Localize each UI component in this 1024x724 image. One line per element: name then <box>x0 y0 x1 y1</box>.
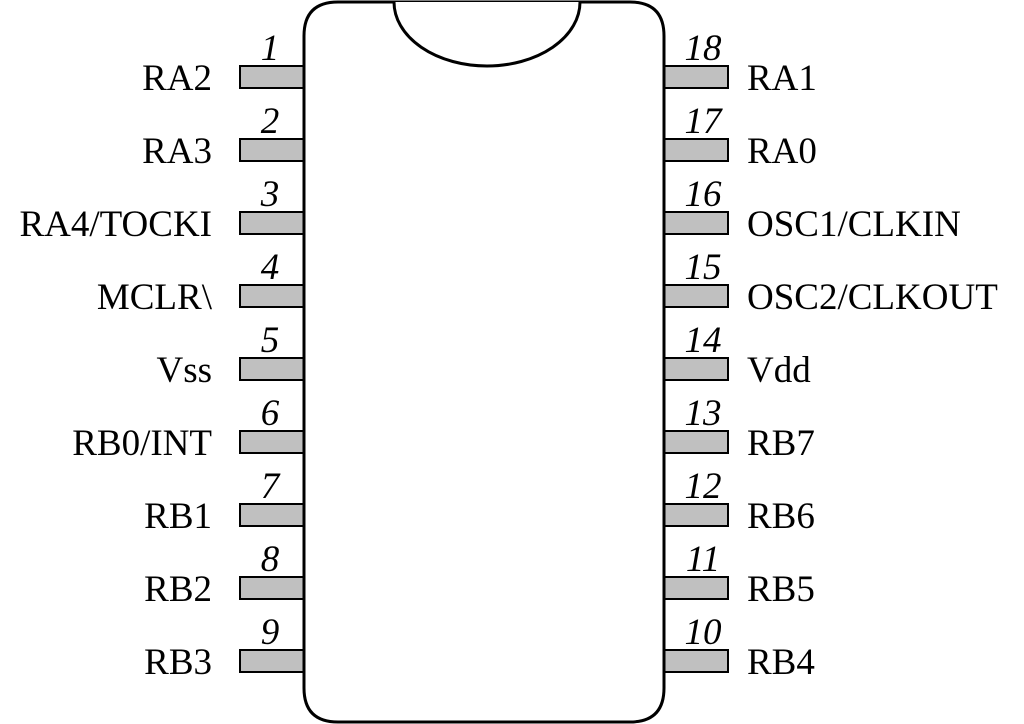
pin-lead <box>663 138 729 162</box>
pin-label: OSC1/CLKIN <box>747 204 961 245</box>
pin-16: 16 OSC1/CLKIN <box>663 174 961 245</box>
pin-number: 18 <box>685 28 723 69</box>
pin-number: 8 <box>261 539 280 580</box>
pin-lead <box>239 284 305 308</box>
pin-number: 7 <box>261 466 281 507</box>
pin-number: 10 <box>685 612 723 653</box>
pin-lead <box>239 503 305 527</box>
pin-4: 4 MCLR\ <box>97 247 305 318</box>
pin-number: 6 <box>261 393 280 434</box>
pin-label: RB4 <box>747 642 815 683</box>
pin-lead <box>663 649 729 673</box>
pin-label: RA4/TOCKI <box>19 204 212 245</box>
pin-number: 9 <box>261 612 280 653</box>
pin-10: 10 RB4 <box>663 612 815 683</box>
pin-label: RB0/INT <box>72 423 212 464</box>
pin-lead <box>239 649 305 673</box>
pin-lead <box>663 430 729 454</box>
pin-number: 13 <box>685 393 722 434</box>
pin-1: 1 RA2 <box>142 28 305 99</box>
pin-9: 9 RB3 <box>144 612 305 683</box>
pin-lead <box>239 430 305 454</box>
pin-lead <box>239 65 305 89</box>
right-pin-column: 18 RA1 17 RA0 16 OSC1/CLKIN 15 OSC2/CLKOUT 14 Vdd… <box>663 28 998 683</box>
pin-6: 6 RB0/INT <box>72 393 305 464</box>
pin-lead <box>239 357 305 381</box>
pin-12: 12 RB6 <box>663 466 815 537</box>
pin-lead <box>239 211 305 235</box>
pin-lead <box>663 503 729 527</box>
pin-lead <box>663 576 729 600</box>
pin-label: RB7 <box>747 423 815 464</box>
pin-8: 8 RB2 <box>144 539 305 610</box>
pin-15: 15 OSC2/CLKOUT <box>663 247 998 318</box>
pin-label: MCLR\ <box>97 277 213 318</box>
pin-label: Vss <box>156 350 212 391</box>
pin-lead <box>239 138 305 162</box>
chip-body <box>302 0 666 724</box>
pin-number: 14 <box>685 320 722 361</box>
pin-18: 18 RA1 <box>663 28 817 99</box>
pin-lead <box>239 576 305 600</box>
pin-number: 12 <box>685 466 722 507</box>
pin-label: RB3 <box>144 642 212 683</box>
pin-label: RB1 <box>144 496 212 537</box>
pin-3: 3 RA4/TOCKI <box>19 174 305 245</box>
pin-lead <box>663 65 729 89</box>
pin-label: RB6 <box>747 496 815 537</box>
pin-number: 3 <box>260 174 280 215</box>
pin-number: 1 <box>261 28 280 69</box>
pin-label: RB5 <box>747 569 815 610</box>
pin-number: 16 <box>685 174 723 215</box>
pin-17: 17 RA0 <box>663 101 817 172</box>
pin-2: 2 RA3 <box>142 101 305 172</box>
pin-14: 14 Vdd <box>663 320 811 391</box>
pin-label: Vdd <box>747 350 811 391</box>
pin-number: 4 <box>261 247 280 288</box>
pin-label: RA2 <box>142 58 212 99</box>
pin-lead <box>663 284 729 308</box>
pin-number: 5 <box>261 320 280 361</box>
pin-label: OSC2/CLKOUT <box>747 277 998 318</box>
pin-number: 15 <box>685 247 722 288</box>
pin-label: RA0 <box>747 131 817 172</box>
pin-label: RB2 <box>144 569 212 610</box>
pin-lead <box>663 211 729 235</box>
pin-lead <box>663 357 729 381</box>
pin-number: 17 <box>685 101 724 142</box>
pin-5: 5 Vss <box>156 320 305 391</box>
pin-13: 13 RB7 <box>663 393 815 464</box>
pin-7: 7 RB1 <box>144 466 305 537</box>
orientation-notch <box>392 1 582 68</box>
pin-number: 2 <box>261 101 280 142</box>
pin-11: 11 RB5 <box>663 539 815 610</box>
left-pin-column: 1 RA2 2 RA3 3 RA4/TOCKI 4 MCLR\ 5 Vss 6 RB0/INT 7 RB1… <box>19 28 305 683</box>
pin-label: RA1 <box>747 58 817 99</box>
pin-number: 11 <box>686 539 720 580</box>
pin-label: RA3 <box>142 131 212 172</box>
